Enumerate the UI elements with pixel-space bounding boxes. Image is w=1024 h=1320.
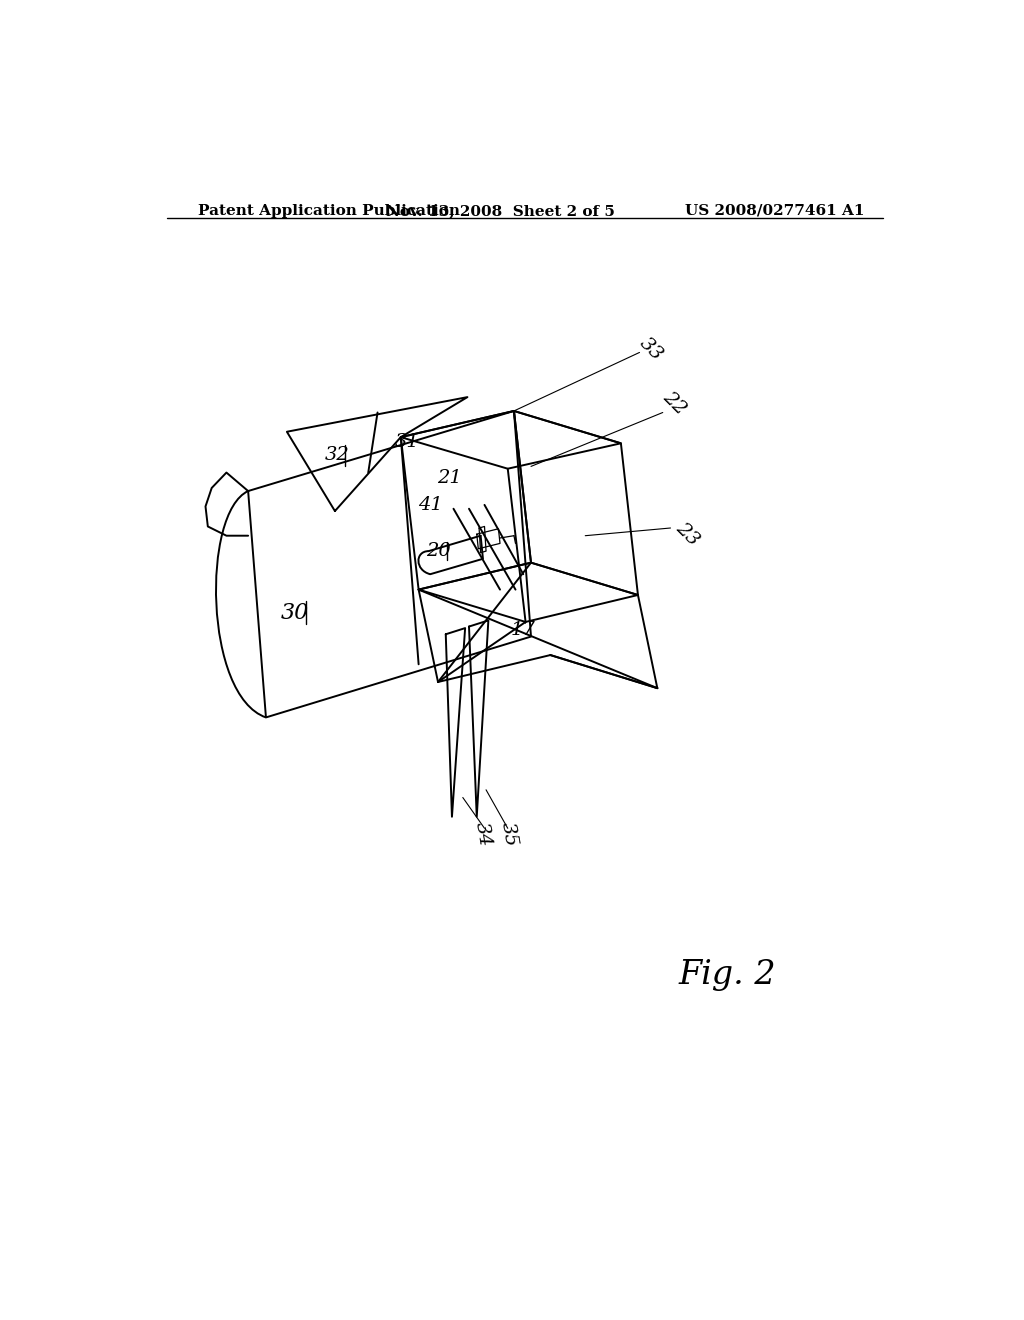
Text: 41: 41 <box>418 496 442 513</box>
Text: Nov. 13, 2008  Sheet 2 of 5: Nov. 13, 2008 Sheet 2 of 5 <box>386 203 614 218</box>
Text: 22: 22 <box>659 388 689 418</box>
Text: 17: 17 <box>511 620 536 639</box>
Text: US 2008/0277461 A1: US 2008/0277461 A1 <box>685 203 864 218</box>
Text: 20: 20 <box>426 543 451 560</box>
Text: Fig. 2: Fig. 2 <box>678 958 776 990</box>
Text: 33: 33 <box>636 334 667 364</box>
Text: 34: 34 <box>472 821 494 849</box>
Text: 23: 23 <box>673 519 702 549</box>
Text: 30: 30 <box>281 602 309 624</box>
Text: 35: 35 <box>499 821 520 849</box>
Text: 32: 32 <box>325 446 349 463</box>
Text: Patent Application Publication: Patent Application Publication <box>198 203 460 218</box>
Text: 31: 31 <box>394 433 420 450</box>
Text: 21: 21 <box>437 469 462 487</box>
